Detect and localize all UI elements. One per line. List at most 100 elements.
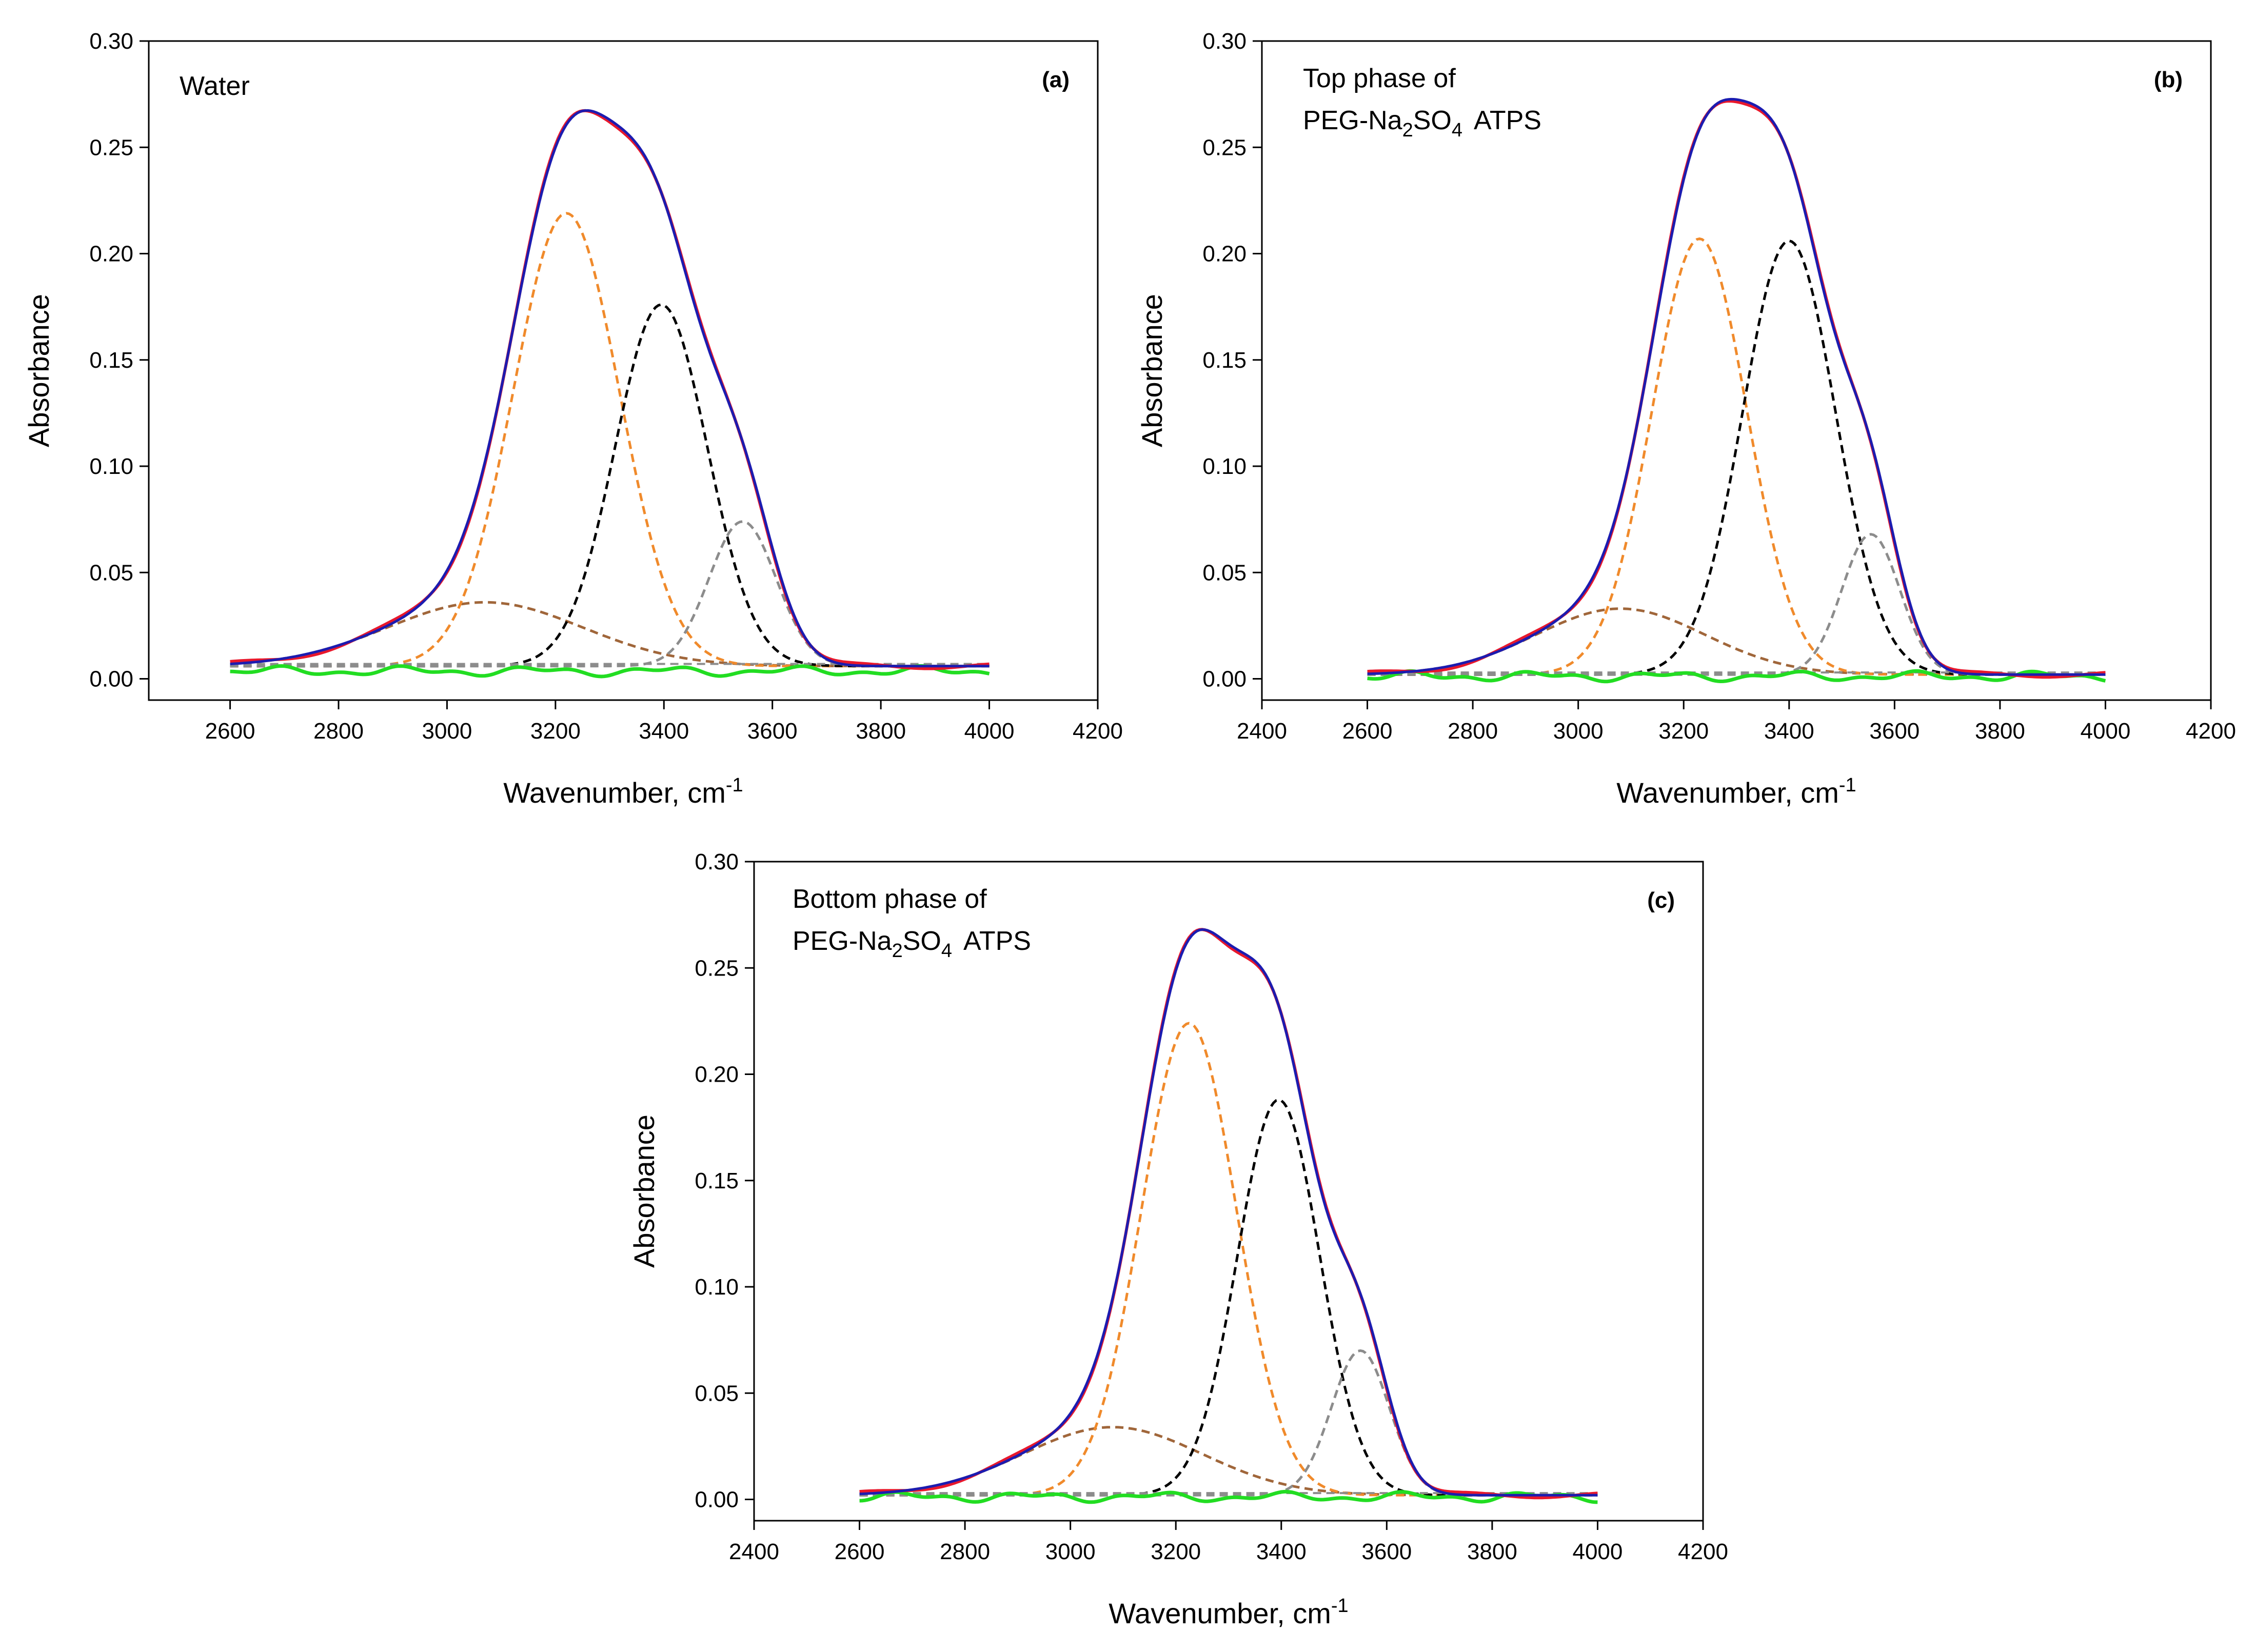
curves: [859, 928, 1598, 1504]
x-tick-label: 4000: [2080, 719, 2130, 744]
x-tick-label: 2800: [940, 1539, 990, 1564]
annotation-part: 2: [892, 940, 903, 962]
y-tick-label: 0.25: [89, 135, 133, 160]
y-tick-label: 0.10: [1202, 454, 1247, 479]
x-tick-label: 3200: [1151, 1539, 1201, 1564]
annotation-part: ATPS: [963, 926, 1031, 956]
x-tick-label: 3400: [1256, 1539, 1307, 1564]
x-axis-title-superscript: -1: [726, 774, 743, 796]
x-tick-label: 3000: [422, 719, 472, 744]
x-tick-label: 4200: [1678, 1539, 1728, 1564]
y-tick-label: 0.25: [1202, 135, 1247, 160]
x-tick-label: 3400: [639, 719, 689, 744]
x-tick-label: 4000: [964, 719, 1015, 744]
x-tick-label: 3600: [1361, 1539, 1412, 1564]
x-tick-label: 3400: [1764, 719, 1814, 744]
annotation-part: 4: [941, 940, 952, 962]
y-tick-label: 0.10: [695, 1275, 739, 1300]
component-curve-4: [859, 1349, 1598, 1497]
component-curve-1: [230, 601, 990, 668]
x-tick-label: 3800: [856, 719, 906, 744]
x-tick-label: 3000: [1045, 1539, 1096, 1564]
x-tick-label: 3200: [1658, 719, 1709, 744]
x-tick-label: 2600: [835, 1539, 885, 1564]
component-curve-4: [230, 520, 990, 668]
fitted-curve: [230, 109, 990, 668]
x-axis-title: Wavenumber, cm-1: [503, 774, 743, 809]
annotation-part: PEG-Na: [793, 926, 892, 956]
y-tick-label: 0.05: [695, 1381, 739, 1406]
residual-curve: [230, 664, 990, 679]
y-axis-title: Absorbance: [23, 294, 55, 447]
annotation-part: SO: [903, 926, 941, 956]
component-curve-2: [1367, 237, 2106, 676]
x-tick-label: 3800: [1975, 719, 2025, 744]
annotation-part: 4: [1452, 120, 1462, 141]
y-axis-title: Absorbance: [628, 1114, 660, 1268]
y-tick-label: 0.10: [89, 454, 133, 479]
x-tick-label: 4200: [2186, 719, 2236, 744]
component-curve-3: [1367, 240, 2106, 676]
annotation-part: ATPS: [1474, 106, 1541, 135]
y-tick-label: 0.25: [695, 956, 739, 981]
x-axis-title: Wavenumber, cm-1: [1616, 774, 1856, 809]
x-tick-label: 2400: [1237, 719, 1287, 744]
x-axis-title-superscript: -1: [1331, 1595, 1349, 1617]
y-tick-label: 0.20: [695, 1062, 739, 1087]
y-tick-label: 0.00: [1202, 667, 1247, 692]
x-tick-label: 3800: [1467, 1539, 1517, 1564]
y-tick-label: 0.05: [89, 560, 133, 585]
x-tick-label: 3000: [1553, 719, 1604, 744]
curves: [230, 109, 990, 679]
x-axis-title-text: Wavenumber, cm: [1616, 777, 1839, 809]
component-curve-2: [859, 1022, 1598, 1497]
experimental-curve: [859, 928, 1598, 1500]
component-curve-2: [230, 212, 990, 668]
annotation-line-2: PEG-Na2SO4 ATPS: [1303, 106, 1541, 141]
plot-frame: [753, 861, 1704, 1522]
y-tick-label: 0.30: [89, 29, 133, 54]
residual-curve: [859, 1489, 1598, 1504]
y-tick-label: 0.15: [695, 1168, 739, 1193]
x-axis-title-text: Wavenumber, cm: [1109, 1597, 1331, 1629]
x-tick-label: 3200: [530, 719, 581, 744]
x-tick-label: 2600: [1342, 719, 1393, 744]
component-curve-1: [859, 1426, 1598, 1497]
y-tick-label: 0.05: [1202, 560, 1247, 585]
x-tick-label: 2800: [1448, 719, 1498, 744]
x-axis-title-superscript: -1: [1839, 774, 1856, 796]
x-tick-label: 3600: [747, 719, 798, 744]
panel-label: (c): [1647, 888, 1675, 913]
y-axis-title: Absorbance: [1136, 294, 1168, 447]
plot-frame: [148, 40, 1099, 701]
x-tick-label: 4200: [1073, 719, 1123, 744]
chart-panel-3: 0.00 0.05 0.10 0.15 0.20 0.25 0.30 2400 2600 2800…: [628, 849, 1728, 1629]
panel-label: (a): [1042, 67, 1070, 92]
residual-curve: [1367, 669, 2106, 684]
y-tick-label: 0.00: [89, 667, 133, 692]
annotation-part: PEG-Na: [1303, 106, 1402, 135]
x-tick-label: 2800: [313, 719, 364, 744]
annotation-line-1: Bottom phase of: [793, 884, 987, 914]
fitted-curve: [859, 928, 1598, 1497]
plot-frame: [1261, 40, 2212, 701]
panel-label: (b): [2154, 67, 2183, 92]
x-tick-label: 2400: [729, 1539, 779, 1564]
y-tick-label: 0.15: [89, 348, 133, 373]
x-tick-label: 3600: [1869, 719, 1920, 744]
fitted-curve: [1367, 97, 2106, 676]
y-tick-label: 0.00: [695, 1487, 739, 1512]
component-curve-1: [1367, 607, 2106, 676]
x-axis-title-text: Wavenumber, cm: [503, 777, 726, 809]
x-tick-label: 2600: [205, 719, 255, 744]
component-curve-3: [230, 303, 990, 668]
y-tick-label: 0.30: [695, 849, 739, 874]
x-tick-label: 4000: [1572, 1539, 1623, 1564]
curves: [1367, 97, 2106, 684]
experimental-curve: [1367, 99, 2106, 679]
annotation-line-2: PEG-Na2SO4 ATPS: [793, 926, 1031, 962]
x-axis-title: Wavenumber, cm-1: [1109, 1595, 1348, 1629]
y-tick-label: 0.30: [1202, 29, 1247, 54]
component-curve-4: [1367, 533, 2106, 676]
chart-panel-1: 0.00 0.05 0.10 0.15 0.20 0.25 0.30 2600 2800 3000…: [23, 29, 1123, 809]
